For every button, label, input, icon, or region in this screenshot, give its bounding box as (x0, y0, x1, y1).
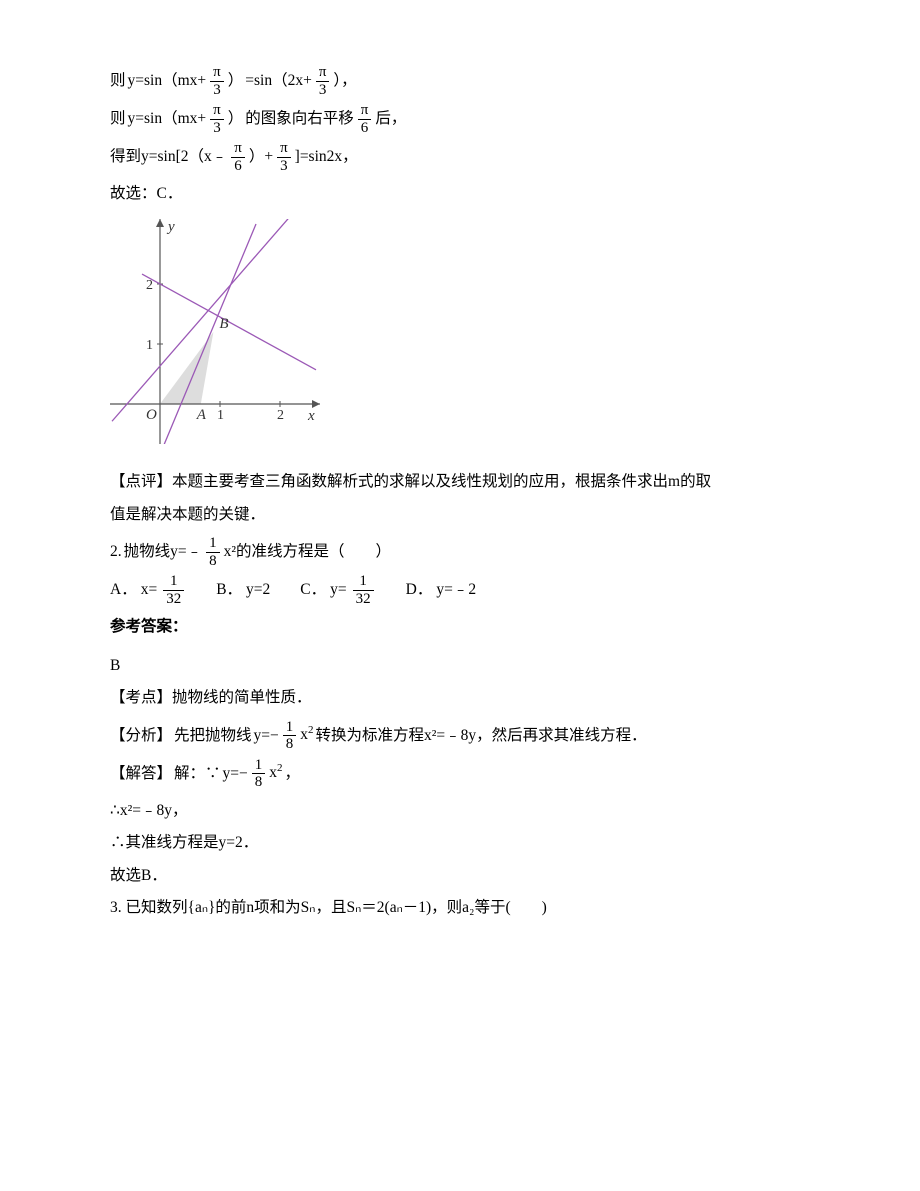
svg-text:A: A (196, 407, 207, 423)
text: 则 (110, 65, 126, 98)
frac-1-32: 1 32 (353, 573, 374, 607)
question-3: 3. 已知数列{aₙ}的前n项和为Sₙ，且Sₙ＝2(aₙ－1)，则a₂等于( ) (110, 892, 810, 925)
question-text: x²的准线方程是（ ） (224, 536, 391, 569)
frac-1-8: 1 8 (206, 535, 220, 569)
text: 则 (110, 103, 126, 136)
svg-text:2: 2 (277, 408, 284, 423)
section-text: 转换为标准方程x²=﹣8y，然后再求其准线方程． (316, 720, 647, 753)
frac-1-8: 1 8 (283, 719, 297, 753)
expr: x2 (300, 719, 313, 752)
option-b: B． y=2 (216, 574, 270, 607)
answer-text: 故选：C． (110, 178, 182, 211)
text: 的图象向右平移 (245, 103, 354, 136)
expr: y=﹣2 (436, 574, 476, 607)
expr-part: ]=sin2x， (295, 141, 358, 174)
option-a: A． x= 1 32 (110, 573, 186, 607)
section-text: 先把抛物线 (174, 720, 252, 753)
section-label: 【解答】 (110, 758, 172, 791)
frac-pi-3: π 3 (210, 102, 224, 136)
comment-text: 本题主要考查三角函数解析式的求解以及线性规划的应用，根据条件求出m的取 (172, 473, 711, 490)
frac-pi-6: π 6 (231, 140, 245, 174)
expr: y=2 (246, 574, 270, 607)
jieda: 【解答】 解：∵ y=− 1 8 x2 ， (110, 757, 810, 791)
svg-text:2: 2 (146, 278, 153, 293)
section-label: 【考点】 (110, 689, 172, 706)
question-text: 已知数列{aₙ}的前n项和为Sₙ，且Sₙ＝2(aₙ－1)，则a₂等于( ) (126, 899, 547, 916)
option-d: D． y=﹣2 (406, 574, 476, 607)
expr: y= (330, 574, 347, 607)
expr-part: =sin（2x+ (245, 65, 312, 98)
expr: x= (141, 574, 158, 607)
svg-text:B: B (219, 316, 228, 332)
expr-part: y=sin（mx+ (128, 65, 207, 98)
svg-text:1: 1 (217, 408, 224, 423)
jieda-line: ∴x²=﹣8y， (110, 795, 810, 828)
fenxi: 【分析】 先把抛物线 y=− 1 8 x2 转换为标准方程x²=﹣8y，然后再求… (110, 719, 810, 753)
linear-programming-graph: yxOA1212B (110, 219, 810, 457)
expr-part: ） (228, 103, 244, 136)
expr: y=− (223, 758, 248, 791)
option-label: B． (216, 574, 242, 607)
section-label: 【分析】 (110, 720, 172, 753)
question-number: 3. (110, 899, 122, 916)
option-label: A． (110, 574, 137, 607)
derivation-line-3: 得到y=sin[2（x﹣ π 6 ）+ π 3 ]=sin2x， (110, 140, 810, 174)
section-text: 抛物线的简单性质． (172, 689, 312, 706)
section-text: ， (285, 758, 301, 791)
question-2: 2. 抛物线y=﹣ 1 8 x²的准线方程是（ ） (110, 535, 810, 569)
expr-part: ）， (333, 65, 356, 98)
question-number: 2. (110, 536, 122, 569)
expr: x2 (269, 757, 282, 790)
comment-label: 【点评】 (110, 473, 172, 490)
question-text: 抛物线y=﹣ (124, 536, 203, 569)
jieda-line: ∴其准线方程是y=2． (110, 827, 810, 860)
option-c: C． y= 1 32 (300, 573, 375, 607)
svg-text:x: x (307, 408, 315, 424)
svg-text:O: O (146, 407, 157, 423)
answer-title: 参考答案： (110, 611, 810, 644)
frac-1-32: 1 32 (163, 573, 184, 607)
option-label: C． (300, 574, 326, 607)
derivation-line-1: 则 y=sin（mx+ π 3 ） =sin（2x+ π 3 ）， (110, 64, 810, 98)
expr-part: ） (228, 65, 244, 98)
comment-text: 值是解决本题的关键． (110, 506, 265, 523)
jieda-line: 故选B． (110, 860, 810, 893)
comment-block-cont: 值是解决本题的关键． (110, 499, 810, 532)
frac-pi-3: π 3 (277, 140, 291, 174)
frac-pi-3: π 3 (316, 64, 330, 98)
expr-part: 得到y=sin[2（x﹣ (110, 141, 227, 174)
derivation-line-2: 则 y=sin（mx+ π 3 ） 的图象向右平移 π 6 后， (110, 102, 810, 136)
expr-part: ）+ (249, 141, 273, 174)
option-label: D． (406, 574, 433, 607)
svg-text:1: 1 (146, 338, 153, 353)
expr: y=− (254, 720, 279, 753)
frac-1-8: 1 8 (252, 757, 266, 791)
svg-text:y: y (166, 219, 175, 235)
frac-pi-3: π 3 (210, 64, 224, 98)
text: 后， (375, 103, 406, 136)
answer-letter: B (110, 650, 810, 683)
question-2-options: A． x= 1 32 B． y=2 C． y= 1 32 D． y=﹣2 (110, 573, 810, 607)
kaodian: 【考点】抛物线的简单性质． (110, 682, 810, 715)
comment-block: 【点评】本题主要考查三角函数解析式的求解以及线性规划的应用，根据条件求出m的取 (110, 466, 810, 499)
section-text: 解：∵ (174, 758, 221, 791)
expr-part: y=sin（mx+ (128, 103, 207, 136)
frac-pi-6: π 6 (358, 102, 372, 136)
derivation-line-4: 故选：C． (110, 178, 810, 211)
